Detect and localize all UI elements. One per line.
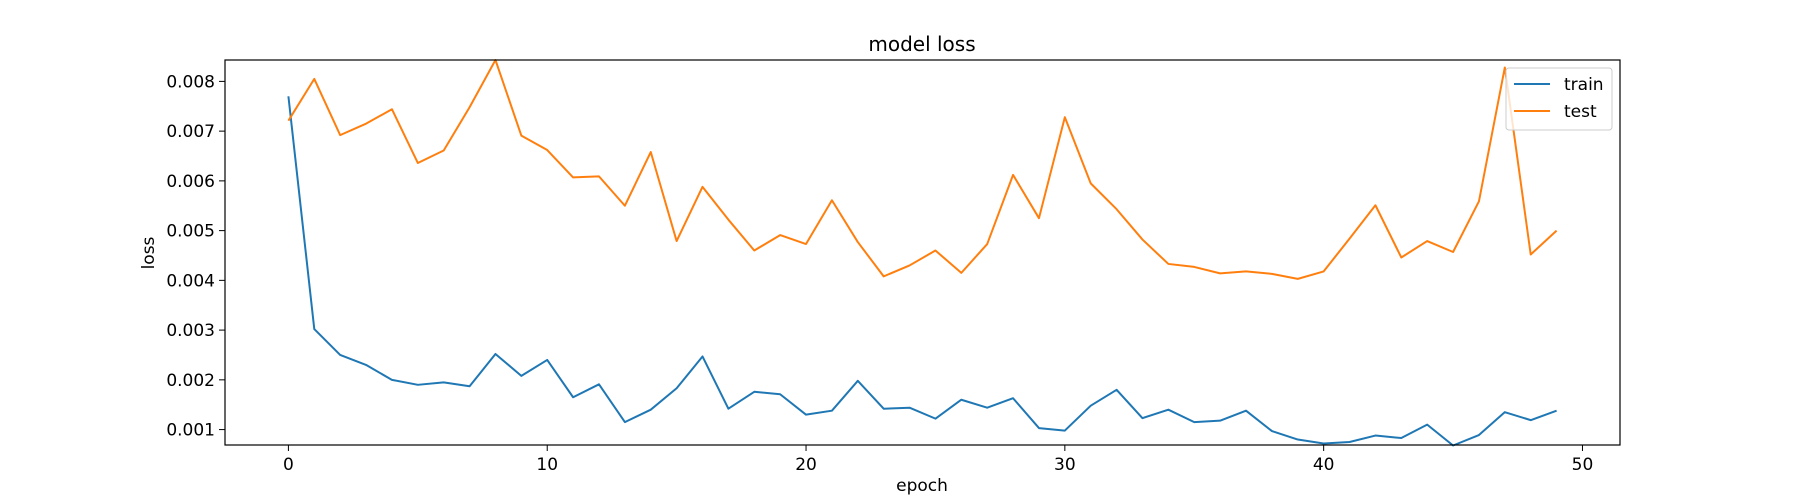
series-line-test: [287, 59, 1558, 280]
y-tick-label: 0.004: [166, 271, 215, 291]
y-axis-label: loss: [139, 236, 159, 269]
x-axis-label: epoch: [896, 476, 948, 496]
series-line-train: [287, 96, 1557, 447]
y-tick-label: 0.002: [166, 371, 215, 391]
x-axis-ticks: 0 10 20 30 40 50: [283, 445, 1593, 475]
y-tick-label: 0.001: [166, 421, 215, 441]
series-layer: [287, 59, 1558, 447]
x-tick-label: 20: [795, 455, 817, 475]
legend: train test: [1505, 67, 1613, 131]
legend-train-label: train: [1564, 75, 1604, 95]
x-tick-label: 40: [1313, 455, 1335, 475]
x-tick-label: 50: [1572, 455, 1594, 475]
y-tick-label: 0.005: [166, 222, 215, 242]
y-axis-ticks: 0.001 0.002 0.003 0.004 0.005 0.006 0.007 0.008: [166, 72, 225, 441]
x-tick-label: 30: [1054, 455, 1076, 475]
chart-title: model loss: [868, 32, 975, 56]
y-tick-label: 0.007: [166, 122, 215, 142]
legend-test-label: test: [1564, 102, 1597, 122]
y-tick-label: 0.003: [166, 321, 215, 341]
y-tick-label: 0.008: [166, 72, 215, 92]
y-tick-label: 0.006: [166, 172, 215, 192]
plot-frame: [224, 59, 1621, 446]
x-tick-label: 10: [536, 455, 558, 475]
x-tick-label: 0: [283, 455, 294, 475]
